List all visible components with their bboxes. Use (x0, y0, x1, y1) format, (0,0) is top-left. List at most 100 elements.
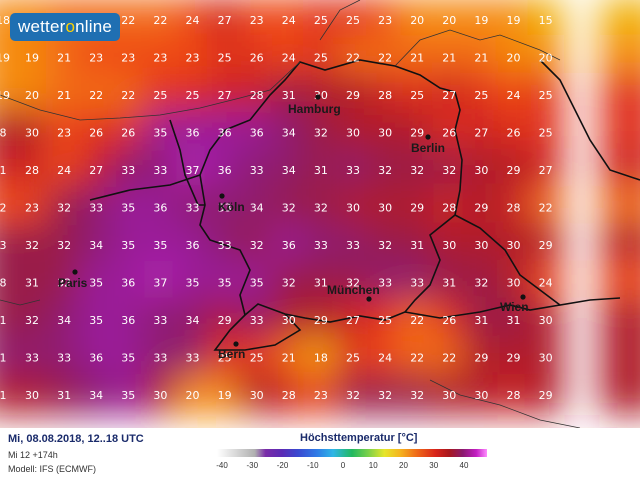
temperature-value: 29 (474, 202, 488, 215)
temperature-cell (46, 110, 83, 153)
temperature-cell (399, 223, 436, 265)
scale-tick-label: 30 (429, 461, 439, 470)
temperature-value: 23 (57, 127, 71, 140)
temperature-value: 35 (186, 277, 200, 290)
temperature-cell (142, 335, 179, 378)
temperature-cell (206, 223, 243, 265)
temperature-value: 15 (539, 14, 553, 27)
temperature-value: 29 (474, 352, 488, 365)
temperature-cell (335, 0, 371, 40)
temperature-cell (527, 73, 564, 115)
temperature-cell (302, 148, 339, 190)
temperature-value: 1 (0, 389, 7, 402)
temperature-cell (14, 73, 50, 115)
temperature-cell (78, 373, 115, 415)
temperature-value: 33 (410, 277, 424, 290)
temperature-cell (600, 73, 640, 115)
temperature-value: 30 (474, 164, 488, 177)
temperature-value: 36 (282, 239, 296, 252)
temperature-value: 29 (507, 164, 521, 177)
temperature-cell (527, 335, 564, 378)
temperature-cell (431, 110, 468, 153)
temperature-cell (78, 223, 115, 265)
temperature-cell (174, 223, 211, 265)
temperature-value: 24 (507, 89, 521, 102)
temperature-value: 30 (250, 389, 264, 402)
temperature-cell (110, 73, 147, 115)
temperature-value: 26 (121, 127, 135, 140)
temperature-cell (14, 185, 50, 228)
temperature-cell (302, 185, 339, 228)
temperature-cell (335, 373, 371, 415)
temperature-value: 36 (250, 127, 264, 140)
temperature-cell (335, 260, 371, 303)
temperature-cell (206, 0, 243, 40)
temperature-cell (600, 0, 640, 40)
temperature-cell (600, 110, 640, 153)
temperature-value: 25 (153, 89, 167, 102)
temperature-value: 27 (346, 314, 360, 327)
temperature-cell (270, 0, 307, 40)
temperature-value: 25 (250, 352, 264, 365)
temperature-cell (238, 335, 275, 378)
temperature-cell (600, 223, 640, 265)
wetteronline-logo[interactable]: wetteronline (10, 13, 121, 41)
temperature-cell (463, 335, 500, 378)
temperature-cell (399, 260, 436, 303)
temperature-cell (399, 373, 436, 415)
city-label-muenchen: München (327, 283, 380, 297)
temperature-value: 33 (89, 202, 103, 215)
temperature-cell (206, 35, 243, 78)
temperature-cell (78, 335, 115, 378)
city-label-berlin: Berlin (411, 141, 446, 155)
temperature-value: 35 (250, 277, 264, 290)
temperature-cell (335, 185, 371, 228)
temperature-cell (463, 148, 500, 190)
temperature-cell (270, 110, 307, 153)
temperature-cell (463, 73, 500, 115)
temperature-value: 30 (378, 127, 392, 140)
temperature-cell (600, 335, 640, 378)
temperature-value: 31 (314, 164, 328, 177)
temperature-cell (142, 110, 179, 153)
temperature-value: 33 (346, 239, 360, 252)
temperature-value: 36 (121, 314, 135, 327)
temperature-cell (270, 185, 307, 228)
temperature-cell (206, 298, 243, 340)
temperature-cell (142, 260, 179, 303)
logo-text-o: o (65, 17, 76, 36)
temperature-value: 30 (282, 314, 296, 327)
temperature-cell (238, 185, 275, 228)
temperature-value: 21 (57, 52, 71, 65)
temperature-value: 23 (25, 202, 39, 215)
temperature-value: 34 (282, 164, 296, 177)
legend-title: Höchsttemperatur [°C] (300, 432, 418, 444)
temperature-cell (270, 260, 307, 303)
temperature-cell (463, 110, 500, 153)
temperature-cell (367, 260, 404, 303)
temperature-cell (302, 260, 339, 303)
temperature-value: 8 (0, 127, 7, 140)
temperature-value: 32 (378, 164, 392, 177)
coastlines (0, 0, 581, 428)
scale-tick-label: -20 (276, 461, 289, 470)
temperature-value: 27 (89, 164, 103, 177)
temperature-cell (495, 110, 532, 153)
temperature-cell (600, 35, 640, 78)
temperature-cell (14, 373, 50, 415)
temperature-cell (174, 298, 211, 340)
temperature-value: 19 (25, 52, 39, 65)
temperature-value: 33 (153, 314, 167, 327)
temperature-value: 34 (282, 127, 296, 140)
temperature-cell (174, 373, 211, 415)
temperature-cell (78, 260, 115, 303)
temperature-value: 32 (314, 202, 328, 215)
temperature-value: 3 (0, 239, 7, 252)
temperature-value: 36 (218, 164, 232, 177)
temperature-value: 32 (410, 389, 424, 402)
temperature-value: 20 (186, 389, 200, 402)
temperature-value: 35 (153, 127, 167, 140)
temperature-cell (367, 0, 404, 40)
temperature-cell (463, 260, 500, 303)
temperature-value: 33 (57, 352, 71, 365)
